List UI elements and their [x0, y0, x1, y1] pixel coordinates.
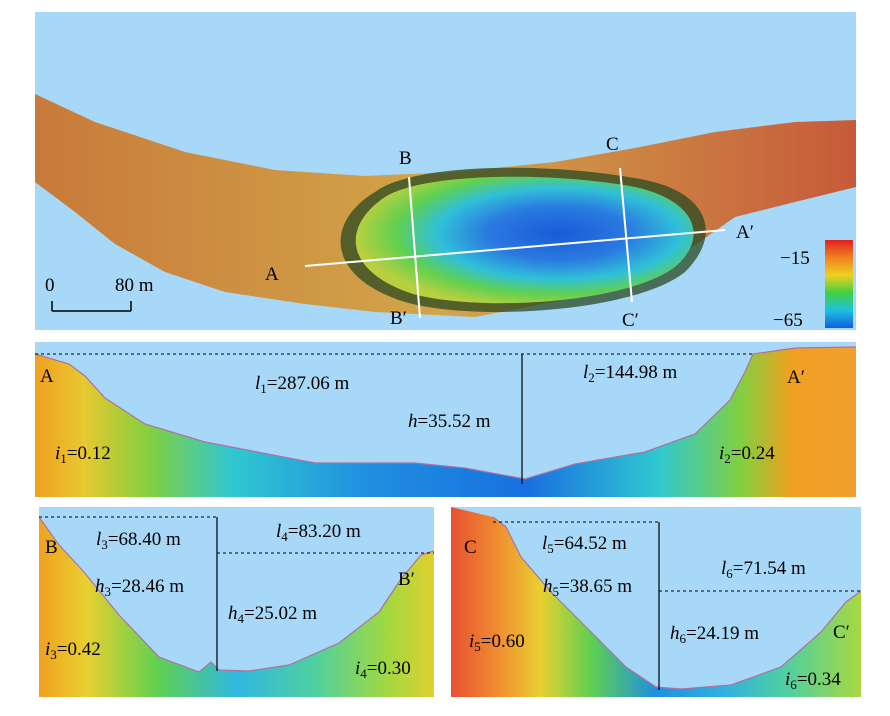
profile-bb: B B′ l3=68.40 m l4=83.20 m h3=28.46 m h4… [39, 507, 434, 697]
scale-bar: 0 80 m [45, 275, 154, 312]
profile-aa-water [35, 342, 856, 479]
profile-aa-l1: l1=287.06 m [255, 373, 349, 396]
profile-cc-h5: h5=38.65 m [543, 576, 632, 599]
profile-cc-bed-line [492, 516, 861, 690]
scale-bar-start: 0 [45, 275, 55, 296]
profile-bb-l3: l3=68.40 m [96, 529, 181, 552]
label-a: A [265, 264, 279, 285]
profile-cc-h6: h6=24.19 m [670, 623, 759, 646]
profile-aa-l2: l2=144.98 m [583, 362, 677, 385]
profile-aa-end-label: A′ [787, 367, 805, 388]
depth-legend: −15 −65 [773, 240, 853, 330]
profile-bb-end-label: B′ [398, 569, 415, 590]
profile-bb-water [39, 507, 434, 672]
section-line-cc [619, 167, 633, 303]
profile-bb-h4: h4=25.02 m [228, 603, 317, 626]
label-a-prime: A′ [736, 222, 754, 243]
section-line-aa [304, 229, 726, 267]
depth-legend-min: −65 [773, 310, 803, 330]
scour-pit [355, 176, 694, 304]
depth-legend-max: −15 [780, 248, 810, 269]
profile-cc-l6: l6=71.54 m [721, 558, 806, 581]
label-b: B [399, 148, 412, 169]
profile-aa-i1: i1=0.12 [55, 443, 111, 466]
profile-cc-end-label: C′ [833, 622, 850, 643]
depth-legend-bar [825, 240, 853, 328]
profile-bb-i3: i3=0.42 [45, 639, 101, 662]
profile-bb-h3: h3=28.46 m [95, 576, 184, 599]
label-c-prime: C′ [622, 310, 639, 330]
profile-aa-bed-line [35, 346, 856, 480]
profile-aa: A A′ l1=287.06 m l2=144.98 m h=35.52 m i… [35, 342, 856, 497]
profile-cc-l5: l5=64.52 m [542, 533, 627, 556]
profile-cc-water [451, 507, 861, 689]
profile-aa-h: h=35.52 m [408, 411, 491, 432]
label-c: C [606, 134, 619, 155]
profile-cc-i6: i6=0.34 [785, 669, 841, 692]
profile-bb-svg: B B′ l3=68.40 m l4=83.20 m h3=28.46 m h4… [39, 507, 434, 697]
bathymetry-map: A A′ B B′ C C′ 0 80 m −15 −65 [35, 12, 856, 330]
profile-bb-i4: i4=0.30 [355, 658, 411, 681]
profile-bb-l4: l4=83.20 m [276, 521, 361, 544]
profile-cc-i5: i5=0.60 [469, 631, 525, 654]
label-b-prime: B′ [390, 308, 407, 329]
profile-cc-start-label: C [464, 537, 477, 558]
scale-bar-end: 80 m [115, 275, 154, 296]
profile-cc: C C′ l5=64.52 m l6=71.54 m h5=38.65 m h6… [451, 507, 861, 697]
profile-bb-start-label: B [45, 537, 58, 558]
profile-aa-svg: A A′ l1=287.06 m l2=144.98 m h=35.52 m i… [35, 342, 856, 497]
profile-bb-bed-line [39, 516, 434, 673]
profile-aa-i2: i2=0.24 [719, 443, 775, 466]
profile-cc-svg: C C′ l5=64.52 m l6=71.54 m h5=38.65 m h6… [451, 507, 861, 697]
section-line-bb [408, 176, 421, 319]
bathymetry-map-svg: A A′ B B′ C C′ 0 80 m −15 −65 [35, 12, 856, 330]
profile-aa-start-label: A [40, 366, 54, 387]
